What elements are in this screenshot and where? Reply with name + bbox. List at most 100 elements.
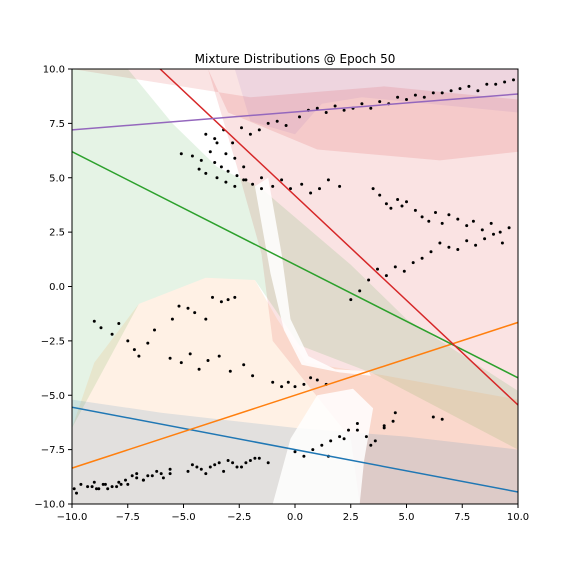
data-point [251, 374, 255, 378]
data-point [257, 128, 261, 132]
data-point [405, 200, 408, 204]
data-point [141, 478, 145, 482]
data-point [79, 482, 83, 486]
data-point [384, 274, 388, 278]
data-point [349, 298, 353, 302]
data-point [376, 267, 379, 271]
data-point [204, 132, 208, 136]
data-point [309, 191, 313, 195]
data-point [315, 378, 319, 382]
data-point [90, 485, 94, 489]
data-point [97, 487, 101, 491]
data-point [347, 428, 350, 432]
data-point [137, 354, 141, 358]
data-points [72, 78, 515, 495]
data-point [110, 332, 114, 336]
data-point [360, 102, 364, 106]
data-point [447, 245, 451, 249]
data-point [413, 93, 417, 97]
data-point [467, 84, 471, 88]
data-point [429, 250, 433, 254]
y-tick-label: −7.5 [41, 445, 65, 456]
data-point [217, 354, 221, 358]
data-point [99, 326, 103, 330]
component-line-3 [159, 69, 518, 406]
data-point [458, 87, 462, 91]
data-point [364, 435, 368, 439]
data-point [378, 193, 382, 197]
data-point [302, 454, 306, 458]
data-point [186, 469, 190, 473]
data-point [119, 482, 123, 486]
data-point [405, 98, 408, 101]
data-point [338, 184, 342, 188]
data-point [400, 204, 404, 208]
data-point [242, 363, 246, 367]
data-point [155, 469, 159, 473]
data-point [75, 491, 78, 495]
x-tick-label: 10.0 [507, 512, 529, 523]
x-tick-label: −10.0 [57, 512, 88, 523]
data-point [190, 463, 194, 467]
data-point [177, 304, 181, 308]
y-tick-label: 2.5 [49, 228, 65, 239]
component-lines [72, 69, 518, 493]
density-region-1 [72, 69, 518, 161]
data-point [168, 356, 172, 360]
data-point [402, 269, 406, 273]
data-point [286, 380, 290, 384]
x-tick-label: 0.0 [287, 512, 303, 523]
data-point [465, 239, 469, 243]
component-line-0 [72, 406, 518, 493]
data-point [355, 422, 359, 425]
data-point [500, 241, 504, 245]
data-point [512, 78, 515, 82]
data-point [260, 176, 263, 180]
data-point [240, 126, 243, 130]
data-point [135, 472, 139, 476]
data-point [197, 167, 201, 171]
x-axis: −10.0 −7.5 −5.0 −2.5 0.0 2.5 5.0 7.5 10.0 [57, 504, 529, 523]
data-point [219, 300, 223, 304]
data-point [242, 178, 246, 182]
data-point [132, 348, 136, 352]
x-tick-label: −5.0 [171, 512, 195, 523]
data-point [95, 487, 98, 491]
data-point [280, 385, 284, 389]
data-point [342, 437, 346, 441]
density-region-3 [72, 277, 518, 504]
data-point [431, 91, 435, 95]
y-tick-label: 0.0 [49, 282, 65, 293]
data-point [257, 456, 261, 460]
data-point [373, 439, 377, 443]
data-point [253, 456, 257, 460]
data-point [413, 208, 417, 212]
component-line-4 [72, 93, 518, 131]
data-point [485, 82, 489, 86]
data-point [204, 317, 208, 321]
data-point [199, 467, 203, 471]
data-point [367, 278, 371, 282]
data-point [179, 152, 183, 156]
data-point [224, 180, 228, 184]
data-point [266, 121, 270, 125]
data-point [298, 115, 301, 119]
data-point [320, 443, 324, 447]
chart-title: Mixture Distributions @ Epoch 50 [195, 52, 396, 66]
data-point [498, 230, 502, 234]
data-point [195, 465, 199, 469]
data-point [369, 106, 373, 110]
data-point [226, 169, 230, 173]
data-point [179, 361, 183, 365]
data-point [130, 474, 134, 478]
data-point [293, 450, 297, 454]
y-tick-label: −10.0 [34, 500, 65, 511]
data-point [186, 306, 190, 310]
data-point [338, 435, 342, 439]
data-point [422, 95, 426, 99]
data-point [208, 465, 212, 469]
data-point [440, 221, 444, 225]
component-line-2 [72, 151, 518, 379]
data-point [393, 265, 397, 269]
x-tick-label: −7.5 [116, 512, 140, 523]
